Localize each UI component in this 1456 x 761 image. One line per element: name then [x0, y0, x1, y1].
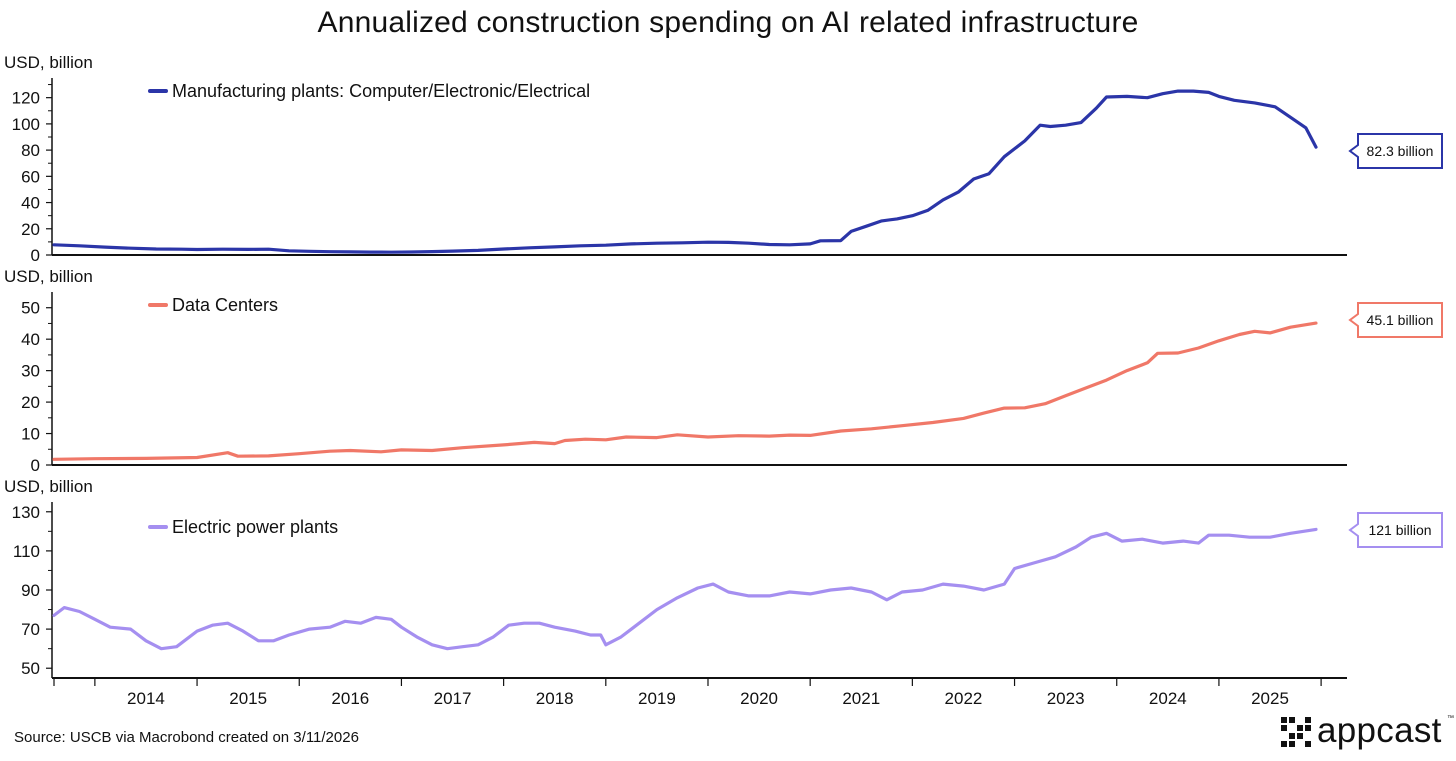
logo-dot: [1281, 717, 1287, 723]
end-value-label: 45.1 billion: [1367, 312, 1434, 328]
x-tick-label: 2020: [740, 689, 778, 708]
y-tick-label: 110: [13, 542, 40, 561]
y-tick-label: 120: [12, 89, 40, 108]
y-tick-label: 80: [21, 141, 40, 160]
legend-label: Data Centers: [172, 295, 278, 315]
logo-dot: [1289, 733, 1295, 739]
logo-dot: [1289, 741, 1295, 747]
logo-dot: [1305, 725, 1311, 731]
y-tick-label: 0: [31, 456, 40, 475]
y-tick-label: 10: [21, 425, 40, 444]
x-tick-label: 2017: [434, 689, 472, 708]
legend-label: Electric power plants: [172, 517, 338, 537]
y-tick-label: 90: [21, 581, 40, 600]
y-tick-label: 40: [21, 194, 40, 213]
y-axis-unit-label: USD, billion: [4, 53, 93, 72]
end-value-callout: [1348, 512, 1443, 548]
y-tick-label: 20: [21, 393, 40, 412]
logo-wordmark: appcast: [1317, 711, 1442, 750]
y-tick-label: 100: [12, 115, 40, 134]
y-tick-label: 50: [21, 659, 40, 678]
logo-dot: [1297, 725, 1303, 731]
x-tick-label: 2021: [842, 689, 880, 708]
source-note: Source: USCB via Macrobond created on 3/…: [14, 729, 359, 746]
logo-dot: [1305, 741, 1311, 747]
y-axis-unit-label: USD, billion: [4, 267, 93, 286]
y-tick-label: 60: [21, 167, 40, 186]
x-tick-label: 2014: [127, 689, 165, 708]
y-tick-label: 0: [31, 246, 40, 265]
x-tick-label: 2018: [536, 689, 574, 708]
y-tick-label: 20: [21, 220, 40, 239]
logo-dot: [1297, 733, 1303, 739]
y-tick-label: 70: [21, 620, 40, 639]
logo-trademark: ™: [1447, 715, 1454, 722]
appcast-logo: appcast ™: [1281, 711, 1454, 753]
y-tick-label: 30: [21, 362, 40, 381]
x-tick-label: 2024: [1149, 689, 1187, 708]
logo-dot: [1289, 717, 1295, 723]
y-tick-label: 50: [21, 299, 40, 318]
series-line: [52, 527, 1318, 651]
x-tick-label: 2022: [945, 689, 983, 708]
y-axis-unit-label: USD, billion: [4, 477, 93, 496]
x-tick-label: 2023: [1047, 689, 1085, 708]
x-tick-label: 2016: [331, 689, 369, 708]
series-line: [52, 89, 1318, 254]
x-tick-label: 2025: [1251, 689, 1289, 708]
end-value-callout: [1348, 133, 1443, 169]
y-tick-label: 40: [21, 330, 40, 349]
logo-dot: [1281, 725, 1287, 731]
y-tick-label: 130: [12, 503, 40, 522]
chart-title: Annualized construction spending on AI r…: [317, 6, 1139, 39]
legend-label: Manufacturing plants: Computer/Electroni…: [172, 81, 590, 101]
x-tick-label: 2019: [638, 689, 676, 708]
x-tick-label: 2015: [229, 689, 267, 708]
series-line: [52, 321, 1318, 461]
end-value-label: 121 billion: [1368, 522, 1431, 538]
end-value-callout: [1348, 302, 1443, 338]
end-value-label: 82.3 billion: [1367, 143, 1434, 159]
logo-dot: [1281, 741, 1287, 747]
logo-dot: [1305, 717, 1311, 723]
